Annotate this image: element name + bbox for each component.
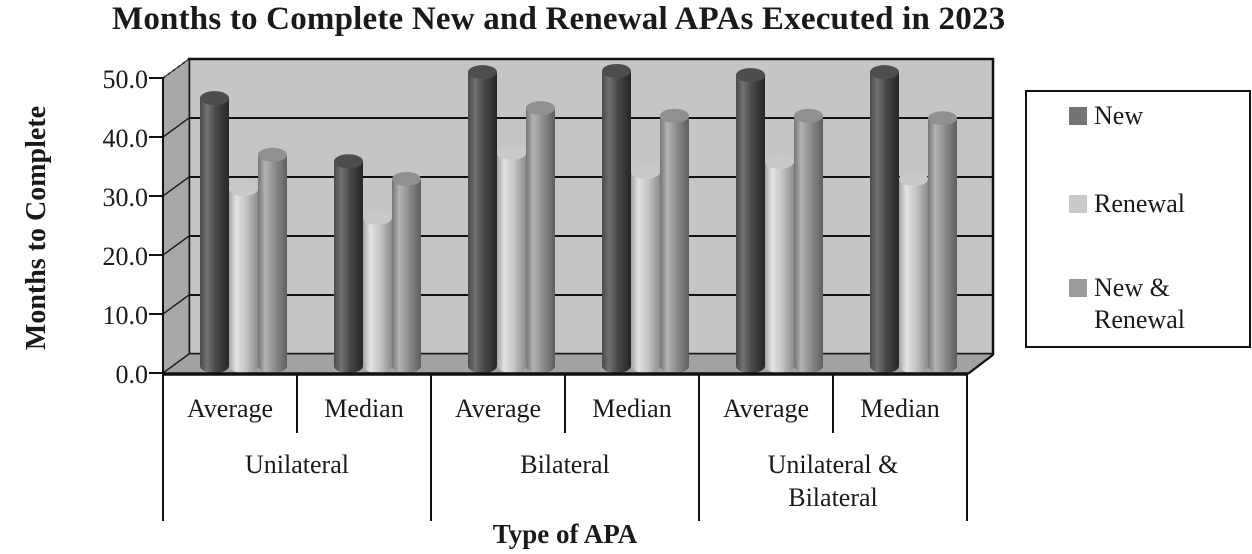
bar-renewal-5 (899, 171, 928, 374)
cylinder-body (602, 71, 631, 374)
x-subcategory-label: Median (324, 394, 404, 423)
bar-new-renewal-1 (392, 171, 421, 374)
x-subcategory-label: Median (592, 394, 672, 423)
cylinder-body (526, 108, 555, 374)
cylinder-top (765, 154, 794, 169)
legend-label: New (1094, 101, 1144, 130)
bar-renewal-0 (229, 182, 258, 374)
cylinder-body (870, 72, 899, 374)
cylinder-top (870, 65, 899, 80)
legend-item: New (1069, 100, 1143, 132)
cylinder-body (258, 154, 287, 374)
x-subcategory-label: Average (454, 394, 542, 423)
cylinder-top (899, 171, 928, 186)
cylinder-body (765, 161, 794, 374)
cylinder-top (660, 108, 689, 123)
cylinder-body (736, 75, 765, 374)
chart-title: Months to Complete New and Renewal APAs … (112, 1, 1006, 37)
floor-right-bevel-line (967, 354, 994, 375)
y-tick-label: 50.0 (102, 65, 149, 94)
legend-item: Renewal (1069, 188, 1185, 220)
cylinder-body (497, 153, 526, 374)
left-wall-gridline (162, 58, 190, 79)
x-axis-title: Type of APA (492, 519, 638, 549)
x-group-label: Bilateral (520, 450, 610, 479)
cylinder-top (794, 108, 823, 123)
left-wall-gridline (162, 235, 190, 256)
bar-renewal-1 (363, 210, 392, 374)
cylinder-body (392, 178, 421, 374)
bar-new-0 (200, 91, 229, 374)
legend-swatch-icon (1069, 107, 1087, 125)
cylinder-body (631, 171, 660, 374)
category-separators (162, 374, 968, 521)
legend-label: Renewal (1094, 189, 1185, 218)
y-tick-label: 0.0 (115, 360, 149, 389)
legend-label: New & Renewal (1094, 273, 1185, 334)
legend-item: New & Renewal (1069, 272, 1244, 336)
y-axis-title: Months to Complete (21, 105, 52, 351)
left-wall-gridline (162, 176, 190, 197)
left-wall-gridline (162, 117, 190, 138)
cylinder-top (928, 111, 957, 126)
cylinder-top (334, 154, 363, 169)
legend-swatch-icon (1069, 195, 1087, 213)
x-group-label: Unilateral & Bilateral (767, 450, 899, 512)
bar-new-3 (602, 64, 631, 374)
bar-new-renewal-0 (258, 147, 287, 374)
cylinder-top (392, 171, 421, 186)
bar-new-renewal-5 (928, 111, 957, 374)
x-subcategory-label: Average (186, 394, 274, 423)
gridlines (149, 58, 993, 374)
cylinder-top (363, 210, 392, 225)
cylinder-body (928, 118, 957, 374)
cylinder-body (200, 98, 229, 374)
bar-new-4 (736, 68, 765, 374)
bar-renewal-3 (631, 164, 660, 374)
cylinder-top (526, 101, 555, 116)
cylinder-top (631, 164, 660, 179)
y-tick-label: 40.0 (102, 124, 149, 153)
cylinder-body (794, 115, 823, 374)
x-subcategory-label: Average (722, 394, 810, 423)
cylinder-top (602, 64, 631, 78)
left-wall-gridline (162, 353, 190, 374)
x-group-label: Unilateral (245, 450, 349, 479)
cylinder-body (468, 72, 497, 374)
bar-new-renewal-2 (526, 101, 555, 374)
cylinder-top (258, 147, 287, 162)
floor (161, 353, 995, 374)
cylinder-body (229, 189, 258, 374)
x-subcategory-label: Median (860, 394, 940, 423)
cylinder-top (736, 68, 765, 83)
y-tick-label: 10.0 (102, 301, 149, 330)
bar-new-renewal-4 (794, 108, 823, 374)
bar-new-5 (870, 65, 899, 374)
cylinder-top (229, 182, 258, 196)
cylinder-body (899, 178, 928, 374)
left-wall-gridline (162, 294, 190, 315)
cylinder-body (363, 217, 392, 374)
y-tick-label: 20.0 (102, 242, 149, 271)
cylinder-top (468, 65, 497, 80)
cylinder-top (200, 91, 229, 106)
bar-renewal-2 (497, 146, 526, 374)
bar-renewal-4 (765, 154, 794, 374)
cylinder-body (334, 161, 363, 374)
cylinder-body (660, 115, 689, 374)
cylinder-top (497, 146, 526, 161)
bars (200, 64, 957, 374)
bar-new-renewal-3 (660, 108, 689, 374)
bar-new-1 (334, 154, 363, 374)
left-wall (162, 58, 190, 374)
back-wall (187, 57, 995, 356)
legend-box: New Renewal New & Renewal (1025, 90, 1251, 348)
bar-new-2 (468, 65, 497, 374)
legend-swatch-icon (1069, 279, 1087, 297)
y-tick-label: 30.0 (102, 183, 149, 212)
